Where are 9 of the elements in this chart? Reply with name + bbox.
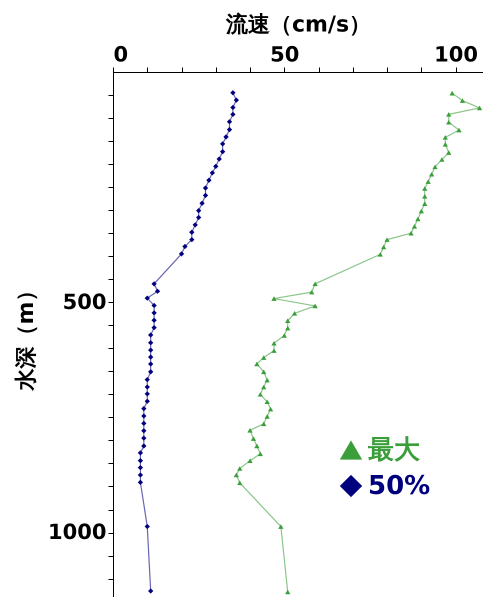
- y-tick-label: 1000: [48, 520, 106, 544]
- y-axis-title: 水深（m）: [14, 280, 40, 392]
- legend-label: 最大: [367, 435, 421, 465]
- legend-label: 50%: [368, 471, 430, 501]
- x-tick-label: 50: [270, 42, 300, 66]
- x-tick-label: 100: [434, 42, 478, 66]
- x-tick-label: 0: [114, 42, 128, 66]
- x-axis-title: 流速（cm/s）: [224, 12, 372, 38]
- y-tick-label: 500: [62, 290, 106, 314]
